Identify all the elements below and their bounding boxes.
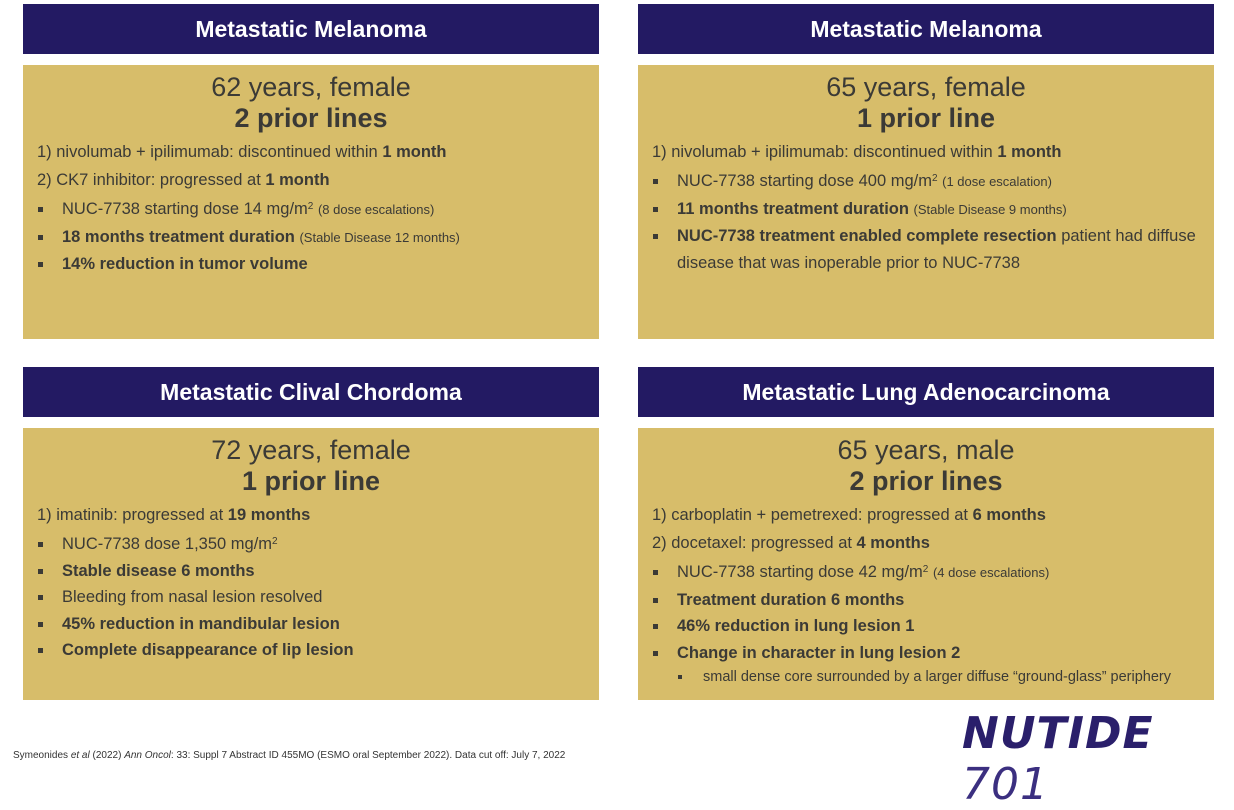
patient-age: 65 years, female bbox=[826, 72, 1026, 102]
bullet-item: NUC-7738 starting dose 42 mg/m2 (4 dose … bbox=[652, 559, 1200, 587]
prior-therapy: 1) nivolumab + ipilimumab: discontinued … bbox=[37, 143, 447, 161]
card-title: Metastatic Melanoma bbox=[23, 4, 599, 54]
bullet-icon bbox=[38, 648, 43, 653]
sub-bullet-item: small dense core surrounded by a larger … bbox=[677, 666, 1200, 688]
bullet-icon bbox=[38, 262, 43, 267]
bullet-icon bbox=[653, 234, 658, 239]
card-chordoma: Metastatic Clival Chordoma 72 years, fem… bbox=[23, 367, 599, 700]
patient-age: 62 years, female bbox=[211, 72, 411, 102]
card-body: 65 years, female 1 prior line 1) nivolum… bbox=[638, 65, 1214, 339]
bullet-icon bbox=[653, 597, 658, 603]
bullet-icon bbox=[653, 206, 658, 212]
card-body: 62 years, female 2 prior lines 1) nivolu… bbox=[23, 65, 599, 339]
prior-therapy: 1) nivolumab + ipilimumab: discontinued … bbox=[652, 143, 1062, 161]
bullet-icon bbox=[38, 542, 43, 547]
bullet-item: NUC-7738 starting dose 400 mg/m2 (1 dose… bbox=[652, 168, 1200, 196]
bullet-icon bbox=[653, 624, 658, 629]
card-body: 65 years, male 2 prior lines 1) carbopla… bbox=[638, 428, 1214, 700]
bullet-icon bbox=[38, 207, 43, 212]
bullet-item: Complete disappearance of lip lesion bbox=[37, 637, 585, 664]
bullet-item: 45% reduction in mandibular lesion bbox=[37, 611, 585, 638]
card-title: Metastatic Melanoma bbox=[638, 4, 1214, 54]
prior-lines: 2 prior lines bbox=[234, 103, 388, 133]
bullet-item: NUC-7738 dose 1,350 mg/m2 bbox=[37, 531, 585, 558]
bullet-icon bbox=[38, 568, 43, 574]
bullet-icon bbox=[678, 675, 682, 679]
prior-lines: 1 prior line bbox=[856, 103, 996, 133]
bullet-item: 14% reduction in tumor volume bbox=[37, 251, 585, 278]
citation-footer: Symeonides et al (2022) Ann Oncol: 33: S… bbox=[13, 750, 566, 761]
bullet-icon bbox=[653, 179, 658, 184]
prior-therapy: 2) CK7 inhibitor: progressed at 1 month bbox=[37, 171, 330, 189]
patient-age: 65 years, male bbox=[837, 435, 1015, 465]
bullet-icon bbox=[38, 621, 43, 627]
prior-therapy: 1) imatinib: progressed at 19 months bbox=[37, 506, 311, 524]
nutide-logo: NUTIDE 701 bbox=[962, 708, 1154, 810]
bullet-icon bbox=[38, 595, 43, 600]
card-body: 72 years, female 1 prior line 1) imatini… bbox=[23, 428, 599, 700]
prior-lines: 2 prior lines bbox=[849, 466, 1003, 496]
bullet-item: NUC-7738 treatment enabled complete rese… bbox=[652, 223, 1200, 276]
bullet-icon bbox=[38, 234, 43, 240]
prior-therapy: 1) carboplatin + pemetrexed: progressed … bbox=[652, 506, 1046, 524]
bullet-icon bbox=[653, 570, 658, 575]
bullet-icon bbox=[653, 650, 658, 656]
card-melanoma-1: Metastatic Melanoma 62 years, female 2 p… bbox=[23, 4, 599, 339]
bullet-item: 18 months treatment duration (Stable Dis… bbox=[37, 224, 585, 252]
card-title: Metastatic Lung Adenocarcinoma bbox=[638, 367, 1214, 417]
bullet-item: Treatment duration 6 months bbox=[652, 587, 1200, 614]
patient-age: 72 years, female bbox=[211, 435, 411, 465]
prior-therapy: 2) docetaxel: progressed at 4 months bbox=[652, 534, 930, 552]
bullet-item: Change in character in lung lesion 2 sma… bbox=[652, 640, 1200, 689]
bullet-item: 11 months treatment duration (Stable Dis… bbox=[652, 196, 1200, 224]
bullet-item: NUC-7738 starting dose 14 mg/m2 (8 dose … bbox=[37, 196, 585, 224]
bullet-item: 46% reduction in lung lesion 1 bbox=[652, 613, 1200, 640]
bullet-item: Stable disease 6 months bbox=[37, 558, 585, 585]
card-melanoma-2: Metastatic Melanoma 65 years, female 1 p… bbox=[638, 4, 1214, 339]
card-lung: Metastatic Lung Adenocarcinoma 65 years,… bbox=[638, 367, 1214, 700]
bullet-item: Bleeding from nasal lesion resolved bbox=[37, 584, 585, 611]
prior-lines: 1 prior line bbox=[241, 466, 381, 496]
card-title: Metastatic Clival Chordoma bbox=[23, 367, 599, 417]
